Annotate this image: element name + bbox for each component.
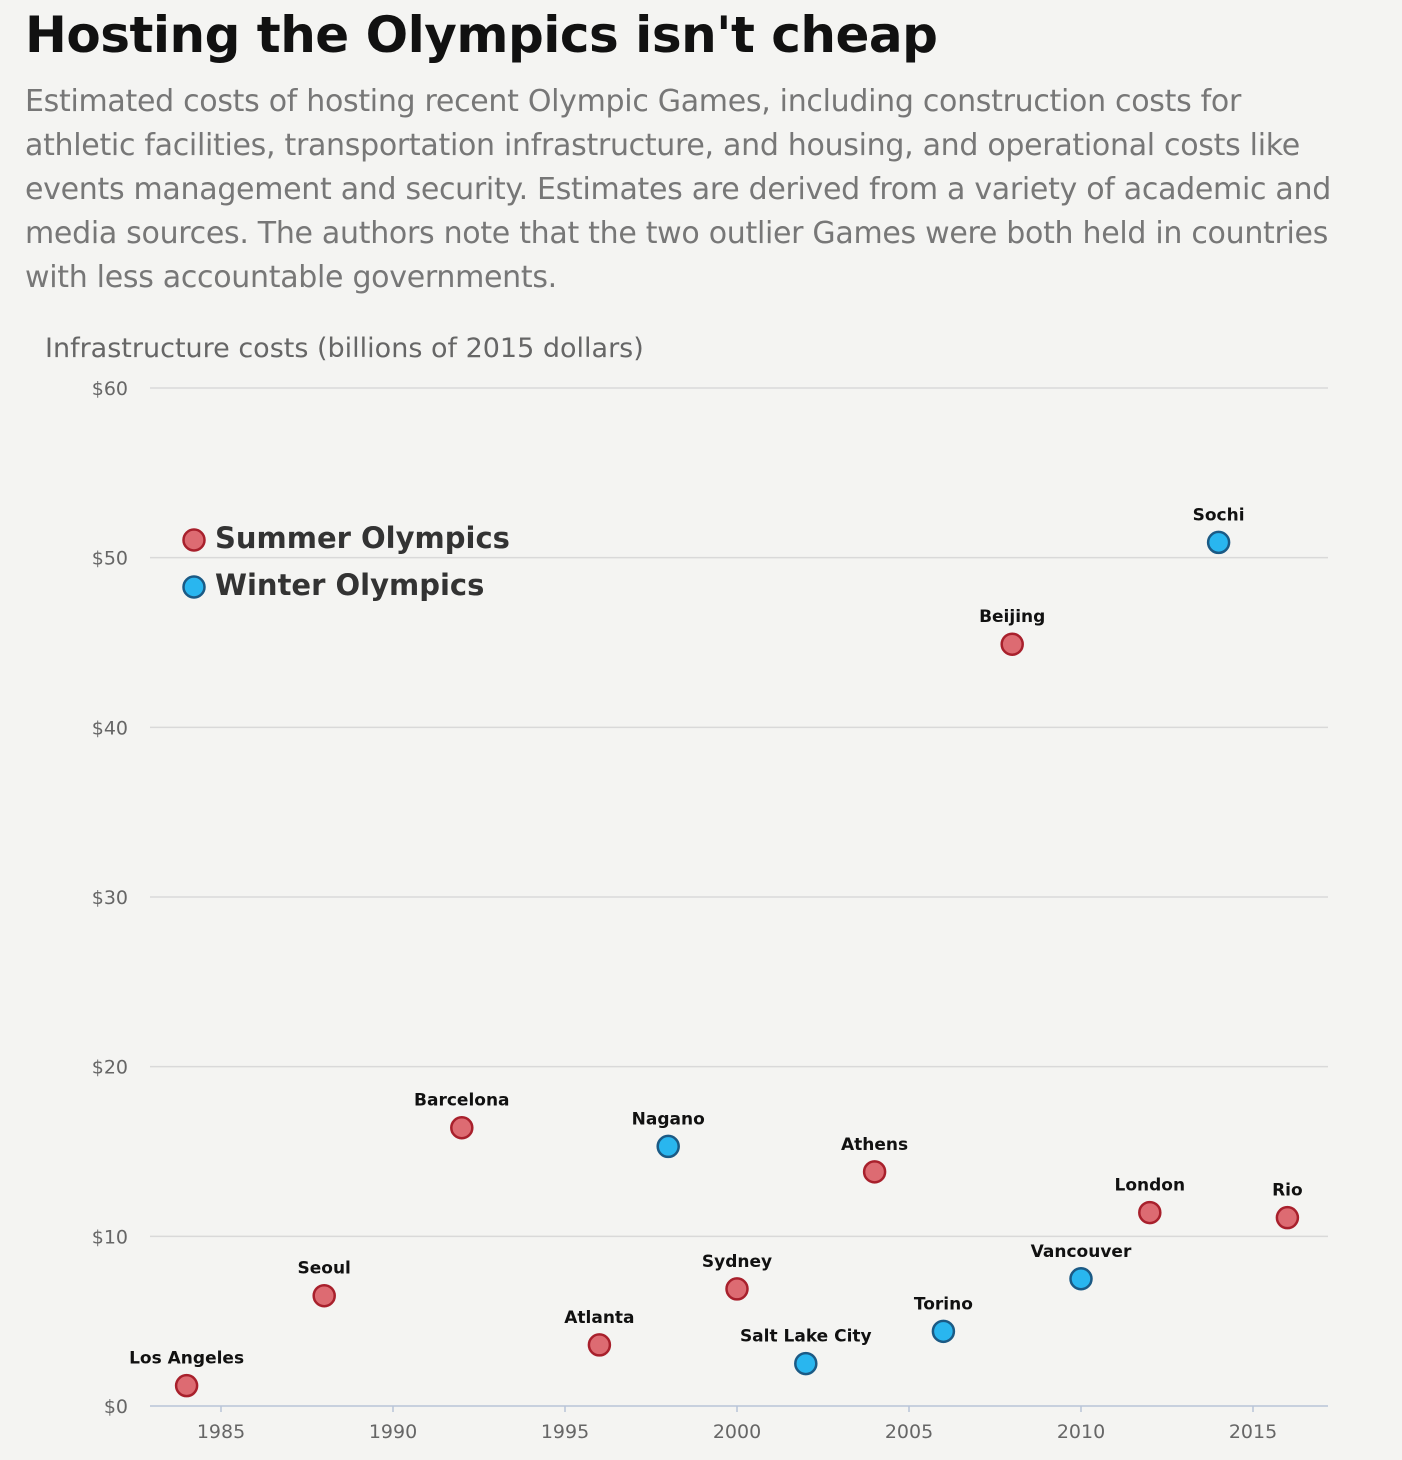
data-point-winter (656, 1134, 680, 1159)
data-label: Salt Lake City (740, 1327, 872, 1347)
legend-label-winter: Winter Olympics (215, 568, 484, 602)
y-tick-label: $50 (92, 548, 128, 570)
data-point-summer (725, 1277, 749, 1301)
data-label: London (1115, 1176, 1186, 1196)
data-point-winter (931, 1319, 956, 1344)
data-label: Torino (914, 1294, 973, 1314)
data-label: Atlanta (564, 1308, 634, 1328)
x-tick-label: 2015 (1229, 1421, 1277, 1443)
data-label: Sochi (1193, 505, 1245, 525)
data-label: Los Angeles (129, 1349, 244, 1369)
x-tick-label: 1990 (369, 1421, 417, 1443)
data-point-summer (862, 1160, 887, 1184)
data-label: Vancouver (1031, 1242, 1132, 1262)
data-point-winter (794, 1351, 818, 1376)
data-point-summer (1000, 632, 1024, 656)
data-point-summer (312, 1283, 336, 1308)
x-tick-label: 2000 (713, 1421, 761, 1443)
data-point-winter (1069, 1267, 1093, 1291)
y-tick-label: $30 (92, 887, 128, 909)
y-tick-label: $20 (92, 1057, 128, 1079)
chart-title: Hosting the Olympics isn't cheap (25, 6, 938, 64)
data-point-winter (1206, 530, 1231, 555)
data-label: Athens (841, 1135, 908, 1155)
data-label: Barcelona (414, 1091, 510, 1111)
x-tick-label: 2010 (1057, 1421, 1105, 1443)
y-tick-label: $40 (92, 717, 128, 739)
legend-label-summer: Summer Olympics (215, 521, 510, 555)
data-point-summer (450, 1115, 474, 1140)
data-point-summer (174, 1373, 199, 1398)
y-tick-label: $0 (104, 1396, 128, 1418)
y-tick-label: $10 (92, 1226, 128, 1248)
legend-marker-winter (182, 575, 206, 599)
legend-marker-summer (182, 528, 206, 552)
y-tick-label: $60 (92, 378, 128, 400)
data-label: Beijing (979, 607, 1045, 627)
x-tick-label: 1985 (197, 1421, 245, 1443)
data-label: Rio (1272, 1181, 1303, 1201)
data-label: Seoul (298, 1259, 351, 1279)
data-point-summer (1275, 1205, 1300, 1230)
data-point-summer (587, 1333, 612, 1357)
chart-subtitle: Estimated costs of hosting recent Olympi… (25, 84, 1331, 295)
data-point-summer (1138, 1200, 1162, 1225)
x-tick-label: 2005 (885, 1421, 933, 1443)
y-axis-label: Infrastructure costs (billions of 2015 d… (45, 333, 644, 364)
data-label: Sydney (702, 1252, 772, 1272)
data-label: Nagano (632, 1109, 705, 1129)
x-tick-label: 1995 (541, 1421, 589, 1443)
